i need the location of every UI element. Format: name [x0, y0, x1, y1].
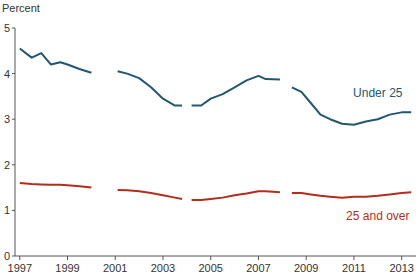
series-line [20, 183, 411, 200]
x-tick [115, 256, 116, 260]
x-tick-label: 2007 [246, 262, 270, 274]
x-tick [210, 256, 211, 260]
y-tick [12, 210, 15, 211]
x-tick-label: 2009 [294, 262, 318, 274]
x-tick [67, 256, 68, 260]
x-tick [353, 256, 354, 260]
series-label: Under 25 [353, 86, 403, 100]
x-tick [401, 256, 402, 260]
x-tick-label: 1997 [8, 262, 32, 274]
series-line [20, 49, 411, 125]
y-tick-label: 2 [4, 159, 10, 171]
x-tick [162, 256, 163, 260]
y-tick-label: 5 [4, 22, 10, 34]
chart: 0 1 2 3 4 5 1997 1999 2001 2003 2005 2007 2009 2011 20… [0, 0, 420, 280]
y-tick [12, 164, 15, 165]
y-tick-label: 4 [4, 68, 10, 80]
x-tick-label: 2001 [103, 262, 127, 274]
y-axis-label: Percent [2, 2, 40, 14]
y-tick-label: 1 [4, 204, 10, 216]
x-tick [306, 256, 307, 260]
y-tick [12, 73, 15, 74]
y-axis [15, 28, 16, 256]
y-tick [12, 28, 15, 29]
x-tick-label: 2005 [198, 262, 222, 274]
y-tick-label: 3 [4, 113, 10, 125]
plot-lines [20, 49, 411, 200]
x-tick [19, 256, 20, 260]
x-tick-label: 2003 [151, 262, 175, 274]
series-label: 25 and over [346, 209, 409, 223]
x-tick [258, 256, 259, 260]
y-tick [12, 256, 15, 257]
x-tick-label: 2011 [342, 262, 366, 274]
y-tick-label: 0 [4, 250, 10, 262]
x-axis [15, 256, 416, 257]
x-tick-label: 2013 [389, 262, 413, 274]
y-tick [12, 119, 15, 120]
x-tick-label: 1999 [55, 262, 79, 274]
